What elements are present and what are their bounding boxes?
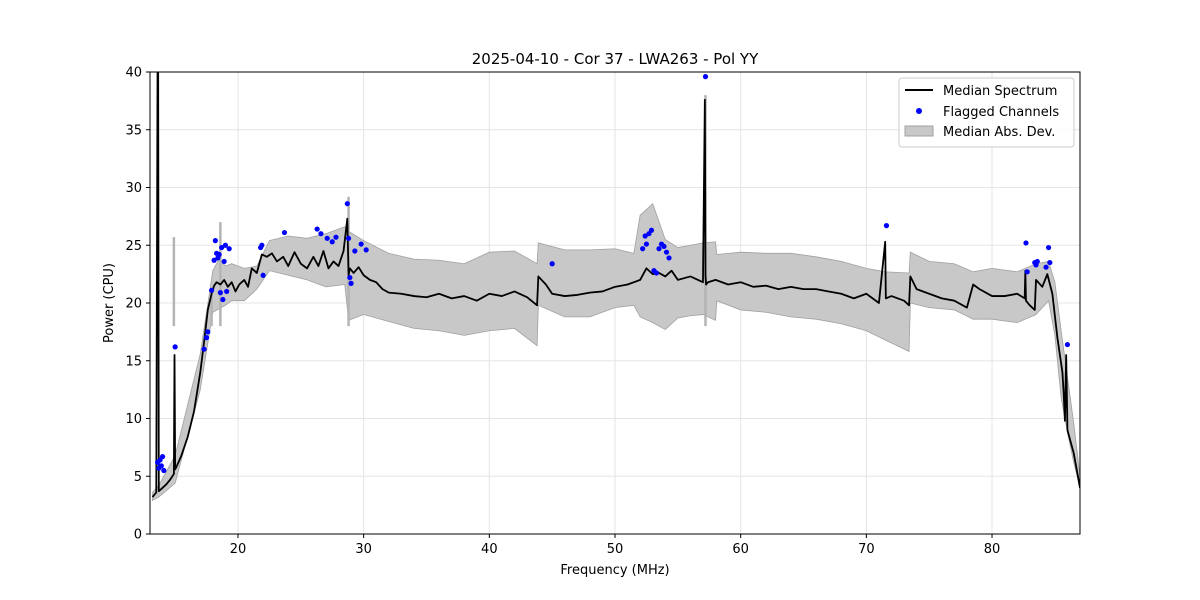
flagged-channel-point (281, 229, 288, 236)
x-axis-label: Frequency (MHz) (560, 563, 669, 578)
flagged-channel-point (653, 270, 660, 276)
flagged-channel-point (224, 288, 230, 295)
legend-box (898, 77, 1075, 148)
flagged-channel-point (348, 280, 354, 286)
flagged-channel-point (883, 223, 890, 229)
flagged-channel-point (640, 246, 646, 252)
flagged-channel-point (172, 344, 178, 350)
flagged-channel-point (219, 244, 225, 251)
y-tick-label: 15 (125, 354, 142, 369)
x-tick-label: 20 (230, 542, 247, 557)
flagged-channel-point (318, 231, 324, 237)
x-tick-label: 50 (607, 542, 624, 557)
flagged-channel-point (221, 258, 227, 265)
flagged-channel-point (1064, 341, 1071, 348)
flagged-channel-point (226, 246, 232, 252)
flagged-channel-point (363, 247, 369, 253)
flagged-channel-point (159, 454, 166, 460)
flagged-channel-point (648, 227, 655, 233)
flagged-channel-point (1045, 244, 1052, 251)
plot-area (151, 72, 1080, 502)
flagged-channel-point (344, 201, 350, 207)
y-axis-label: Power (CPU) (102, 263, 117, 343)
legend-mad-label: Median Abs. Dev. (943, 125, 1055, 140)
flagged-channel-point (260, 272, 266, 278)
flagged-channel-point (661, 243, 667, 250)
flagged-channel-point (345, 235, 352, 241)
flagged-channel-point (329, 239, 335, 245)
x-tick-label: 40 (481, 542, 498, 557)
flagged-channel-point (702, 74, 709, 80)
y-tick-label: 5 (134, 470, 142, 485)
flagged-channel-point (208, 287, 215, 293)
flagged-channel-point (324, 235, 330, 241)
y-tick-label: 30 (125, 181, 142, 196)
x-tick-label: 70 (858, 542, 875, 557)
flagged-channel-point (643, 241, 650, 247)
flagged-channel-point (212, 238, 218, 244)
flagged-channel-point (549, 261, 555, 267)
y-tick-label: 25 (125, 239, 142, 254)
y-axis: 0 5 10 15 20 25 30 35 40 (125, 66, 150, 543)
x-axis: 20 30 40 50 60 70 80 (230, 534, 1001, 557)
flagged-channel-point (663, 249, 670, 255)
flagged-channel-point (666, 255, 672, 261)
flagged-channel-point (333, 234, 339, 240)
flagged-channel-point (1043, 264, 1049, 270)
legend-flagged-label: Flagged Channels (943, 105, 1059, 120)
flagged-channel-point (222, 242, 229, 248)
flagged-channel-point (642, 233, 648, 239)
flagged-channel-point (1047, 259, 1053, 266)
x-tick-label: 30 (355, 542, 372, 557)
y-tick-label: 0 (134, 528, 142, 543)
x-tick-label: 60 (732, 542, 749, 557)
flagged-channel-point (216, 251, 222, 258)
x-tick-label: 80 (984, 542, 1001, 557)
flagged-channel-point (217, 290, 223, 296)
flagged-channel-point (358, 241, 364, 247)
flagged-channel-point (1024, 269, 1030, 275)
legend-mad-swatch (904, 125, 934, 137)
legend: Median Spectrum Flagged Channels Median … (898, 77, 1075, 148)
y-tick-label: 35 (125, 123, 142, 138)
flagged-channel-point (352, 248, 358, 254)
flagged-channel-point (347, 274, 353, 281)
flagged-channel-point (203, 335, 210, 341)
legend-flagged-swatch (916, 108, 922, 114)
flagged-channel-point (158, 463, 164, 469)
flagged-channel-point (1023, 240, 1029, 246)
y-tick-label: 10 (125, 412, 142, 427)
flagged-channel-point (1034, 258, 1040, 265)
flagged-channel-point (201, 346, 207, 352)
flagged-channel-point (656, 246, 662, 252)
flagged-channel-point (259, 242, 265, 248)
flagged-channel-point (220, 296, 226, 303)
flagged-channel-point (161, 467, 167, 474)
legend-median-label: Median Spectrum (943, 84, 1057, 99)
y-tick-label: 20 (125, 297, 142, 312)
mad-band (152, 202, 1080, 502)
flagged-channel-point (314, 226, 320, 232)
median-spectrum-line (151, 72, 1080, 498)
y-tick-label: 40 (125, 66, 142, 81)
flagged-channel-point (205, 329, 211, 335)
chart-title: 2025-04-10 - Cor 37 - LWA263 - Pol YY (472, 50, 759, 68)
flagged-channel-point (211, 257, 217, 263)
